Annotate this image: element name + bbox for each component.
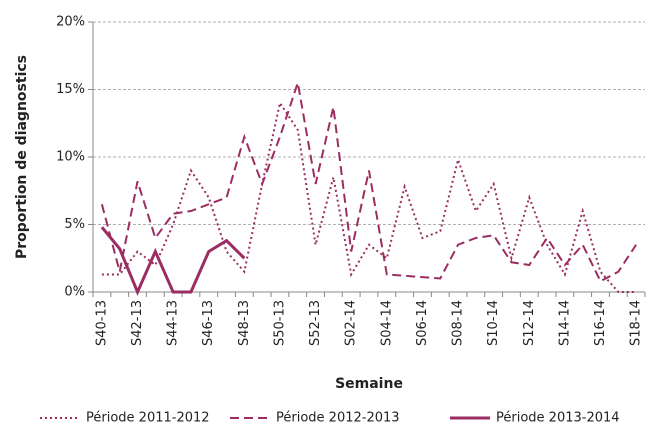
- x-tick-label: S02-14: [344, 300, 359, 346]
- x-tick-label: S44-13: [166, 300, 181, 346]
- y-tick-label: 20%: [56, 15, 85, 30]
- legend-label: Période 2012-2013: [276, 411, 400, 426]
- y-tick-label: 10%: [56, 150, 85, 165]
- y-tick-label: 0%: [64, 285, 85, 300]
- series-line: [101, 100, 637, 293]
- series-line: [100, 82, 637, 283]
- x-tick-label: S04-14: [379, 300, 394, 346]
- x-tick-label: S46-13: [201, 300, 216, 346]
- x-tick-label: S06-14: [415, 300, 430, 346]
- x-tick-label: S48-13: [237, 300, 252, 346]
- y-tick-label: 5%: [64, 217, 85, 232]
- y-axis-title: Proportion de diagnostics: [14, 55, 30, 259]
- x-tick-label: S52-13: [308, 300, 323, 346]
- legend-label: Période 2011-2012: [86, 411, 210, 426]
- x-tick-label: S14-14: [557, 300, 572, 346]
- x-tick-label: S18-14: [629, 300, 644, 346]
- series-line: [100, 226, 246, 296]
- x-tick-label: S50-13: [272, 300, 287, 346]
- x-tick-label: S40-13: [94, 300, 109, 346]
- legend-label: Période 2013-2014: [496, 411, 620, 426]
- x-axis-title: Semaine: [335, 376, 403, 392]
- y-tick-label: 15%: [56, 82, 85, 97]
- x-tick-label: S16-14: [593, 300, 608, 346]
- x-tick-label: S12-14: [522, 300, 537, 346]
- x-tick-label: S10-14: [486, 300, 501, 346]
- x-tick-label: S42-13: [130, 300, 145, 346]
- x-tick-label: S08-14: [451, 300, 466, 346]
